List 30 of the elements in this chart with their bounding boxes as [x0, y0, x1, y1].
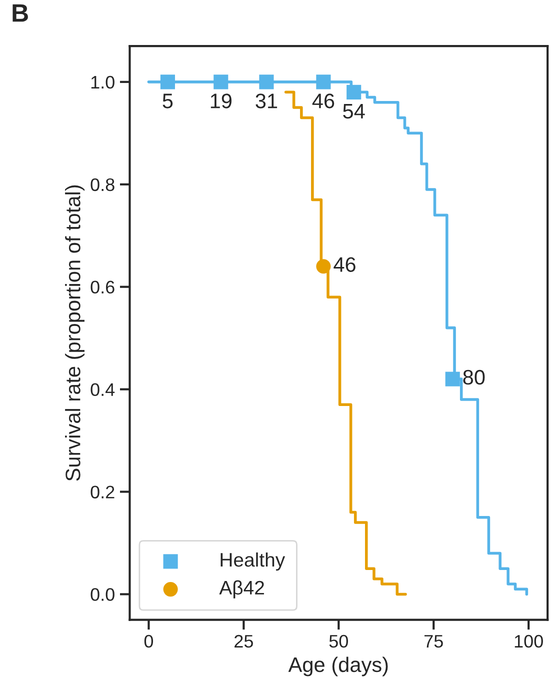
- annotation: 46: [334, 257, 356, 272]
- point: [160, 74, 175, 90]
- annotation: 31: [256, 94, 278, 108]
- point: [316, 74, 331, 90]
- annotation: 54: [343, 104, 365, 119]
- point: [214, 74, 228, 90]
- y-tick-label: 0.0: [90, 588, 114, 601]
- y-tick-label: 0.8: [90, 178, 114, 192]
- x-tick-label: 50: [329, 634, 348, 648]
- y-tick-label: 1.0: [91, 76, 114, 89]
- point: [259, 74, 274, 90]
- legend-label: Healthy: [220, 552, 286, 571]
- point: [346, 84, 362, 100]
- x-tick-label: 25: [234, 634, 253, 648]
- legend-label: Aβ42: [219, 580, 264, 598]
- y-tick-label: 0.2: [90, 486, 114, 498]
- y-tick-label: 0.6: [90, 280, 114, 294]
- x-tick-label: 75: [424, 635, 443, 648]
- point: [316, 259, 331, 274]
- point: [445, 372, 460, 386]
- annotation: 19: [210, 94, 232, 108]
- x-tick-label: 100: [514, 634, 543, 648]
- annotation: 80: [463, 370, 485, 385]
- x-tick-label: 0: [144, 634, 154, 648]
- chart-title: B: [12, 4, 28, 22]
- y-axis-title: Survival rate (proportion of total): [65, 185, 84, 481]
- y-tick-label: 0.4: [90, 383, 115, 396]
- x-axis-title: Age (days): [288, 656, 388, 676]
- annotation: 46: [312, 94, 334, 108]
- annotation: 5: [162, 94, 173, 108]
